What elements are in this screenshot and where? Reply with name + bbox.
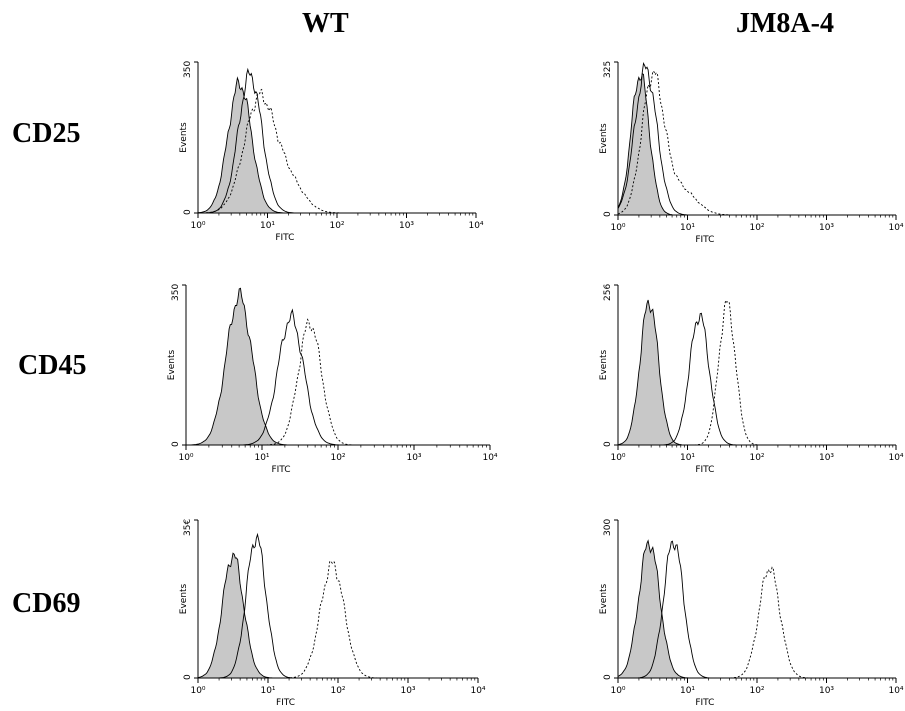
histogram-jm8a-4-cd69: 300 0 Events 10⁰ 10¹ 10² 10³ 10⁴ FITC [599,519,904,708]
y-zero-label: 0 [183,674,193,680]
y-axis-label: Events [599,583,609,614]
x-tick-label: 10³ [819,686,834,696]
x-tick-label: 10¹ [680,453,695,463]
histogram-jm8a-4-cd45: 256 0 Events 10⁰ 10¹ 10² 10³ 10⁴ FITC [599,284,904,475]
series-dotted [618,299,896,446]
x-axis-label: FITC [695,465,714,475]
series-control-filled [617,299,896,446]
y-axis-label: Events [599,349,609,380]
x-axis-label: FITC [276,698,295,708]
x-tick-label: 10⁴ [482,453,497,463]
x-tick-label: 10³ [819,223,834,233]
y-max-label: 325 [603,61,613,78]
x-tick-label: 10² [749,453,764,463]
histogram-wt-cd45: 350 0 Events 10⁰ 10¹ 10² 10³ 10⁴ FITC [167,284,498,475]
x-tick-label: 10² [749,686,764,696]
y-zero-label: 0 [603,674,613,680]
y-max-label: 300 [603,519,613,536]
x-tick-label: 10⁴ [888,686,903,696]
x-tick-label: 10² [330,453,345,463]
x-axis-label: FITC [695,698,714,708]
x-tick-label: 10¹ [260,686,275,696]
series-dotted [617,70,896,216]
x-tick-label: 10⁰ [178,453,193,463]
x-tick-label: 10¹ [680,223,695,233]
y-axis-label: Events [167,349,177,380]
series-solid [617,61,896,216]
x-tick-label: 10¹ [254,453,269,463]
x-tick-label: 10² [330,686,345,696]
x-tick-label: 10³ [400,686,415,696]
series-solid [198,532,478,679]
y-zero-label: 0 [171,441,181,447]
row-label-cd45: CD45 [18,350,87,381]
x-axis-label: FITC [271,465,290,475]
y-axis-label: Events [599,123,609,154]
series-dotted [198,560,478,679]
x-tick-label: 10⁰ [610,686,625,696]
x-tick-label: 10⁰ [610,453,625,463]
column-title-wt: WT [302,8,349,39]
x-tick-label: 10³ [406,453,421,463]
histogram-wt-cd25: 350 0 Events 10⁰ 10¹ 10² 10³ 10⁴ FITC [179,61,484,243]
x-tick-label: 10⁴ [468,221,483,231]
y-max-label: 350 [183,61,193,78]
x-tick-label: 10⁴ [888,223,903,233]
x-axis-label: FITC [275,233,294,243]
column-title-jm8a-4: JM8A-4 [736,8,834,39]
x-tick-label: 10² [329,221,344,231]
y-max-label: 35€ [183,519,193,536]
y-max-label: 350 [171,284,181,301]
y-axis-label: Events [179,122,189,153]
y-zero-label: 0 [603,211,613,217]
x-tick-label: 10⁰ [190,686,205,696]
series-control-filled [197,552,478,679]
series-dotted [186,318,490,446]
x-tick-label: 10⁴ [888,453,903,463]
y-max-label: 256 [603,284,613,301]
row-label-cd25: CD25 [12,118,81,149]
x-tick-label: 10¹ [680,686,695,696]
y-zero-label: 0 [183,209,193,215]
y-zero-label: 0 [603,441,613,447]
row-label-cd69: CD69 [12,588,81,619]
x-tick-label: 10³ [399,221,414,231]
series-solid [618,540,896,679]
series-control-filled [617,539,896,679]
x-axis-label: FITC [695,235,714,245]
histogram-wt-cd69: 35€ 0 Events 10⁰ 10¹ 10² 10³ 10⁴ FITC [179,519,486,708]
y-axis-label: Events [179,583,189,614]
x-tick-label: 10³ [819,453,834,463]
x-tick-label: 10² [749,223,764,233]
x-tick-label: 10⁴ [470,686,485,696]
histogram-jm8a-4-cd25: 325 0 Events 10⁰ 10¹ 10² 10³ 10⁴ FITC [599,61,904,245]
series-dotted [197,88,476,214]
x-tick-label: 10¹ [260,221,275,231]
series-control-filled [186,287,490,446]
x-tick-label: 10⁰ [190,221,205,231]
x-tick-label: 10⁰ [610,223,625,233]
series-control-filled [197,76,476,214]
